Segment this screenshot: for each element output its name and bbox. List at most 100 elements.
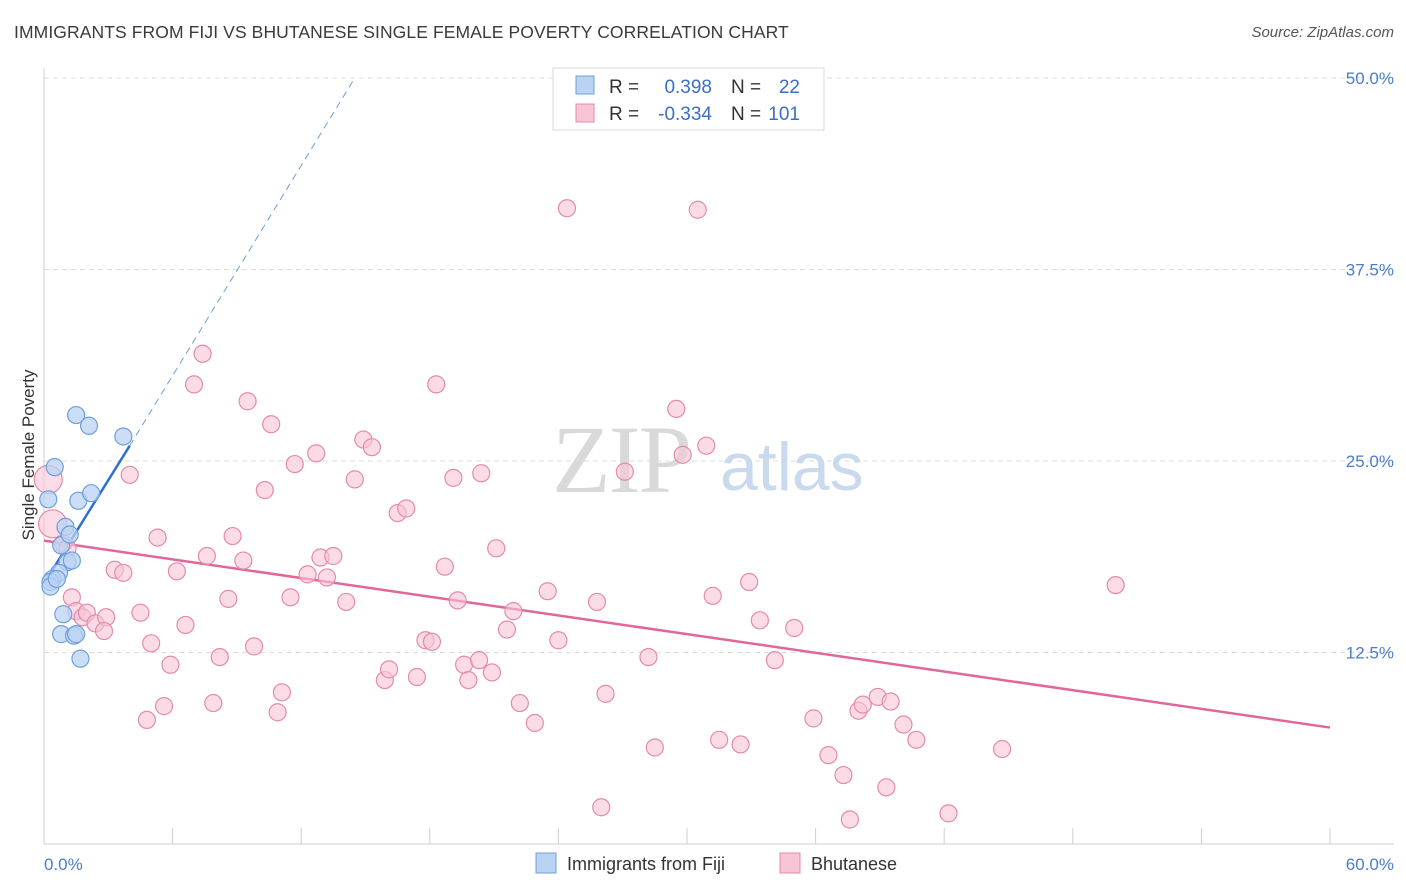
legend-fiji-n-label: N = bbox=[731, 77, 761, 98]
bhutanese-point bbox=[427, 375, 446, 394]
bhutanese-point bbox=[1106, 575, 1125, 595]
bhutanese-point bbox=[324, 546, 343, 566]
bhutanese-point bbox=[853, 695, 872, 714]
bhutanese-point bbox=[557, 199, 577, 218]
bhutanese-point bbox=[114, 563, 133, 582]
bhutanese-point bbox=[262, 415, 281, 434]
bhutanese-point bbox=[379, 660, 399, 679]
bhutanese-point bbox=[469, 651, 489, 670]
legend-bhutanese-r-label: R = bbox=[609, 104, 639, 125]
fiji-points bbox=[39, 405, 133, 668]
bhutanese-point bbox=[154, 697, 174, 716]
x-tick-label-max: 60.0% bbox=[1346, 855, 1394, 874]
bhutanese-point bbox=[840, 810, 859, 829]
bhutanese-point bbox=[137, 710, 156, 730]
bhutanese-point bbox=[435, 557, 454, 576]
bhutanese-point bbox=[881, 692, 900, 711]
legend-swatch-bhutanese bbox=[575, 103, 595, 123]
bhutanese-point bbox=[444, 468, 463, 487]
fiji-point bbox=[54, 605, 73, 624]
bhutanese-point bbox=[472, 464, 491, 483]
bhutanese-point bbox=[504, 602, 523, 621]
bhutanese-point bbox=[645, 738, 664, 757]
bhutanese-point bbox=[255, 481, 274, 500]
fiji-point bbox=[71, 649, 90, 668]
bhutanese-trend-line bbox=[43, 539, 1331, 729]
watermark-zip: ZIP bbox=[552, 406, 690, 513]
fiji-point bbox=[114, 427, 133, 446]
bhutanese-point bbox=[234, 551, 253, 570]
bhutanese-point bbox=[785, 618, 804, 638]
bhutanese-point bbox=[244, 637, 264, 656]
legend-bhutanese-n-label: N = bbox=[731, 104, 761, 125]
source-label: Source: ZipAtlas.com bbox=[1251, 24, 1394, 41]
bhutanese-point bbox=[587, 592, 607, 612]
fiji-point bbox=[39, 490, 58, 509]
fiji-trend-line bbox=[42, 445, 131, 585]
fiji-point bbox=[67, 625, 86, 644]
bhutanese-point bbox=[176, 615, 195, 635]
bhutanese-point bbox=[120, 465, 139, 484]
fiji-point bbox=[82, 484, 101, 503]
bhutanese-points bbox=[33, 199, 1125, 829]
bhutanese-point bbox=[397, 499, 416, 518]
bhutanese-point bbox=[592, 798, 611, 817]
bhutanese-point bbox=[538, 582, 557, 601]
legend-fiji-r-value: 0.398 bbox=[664, 77, 712, 98]
fiji-trend-extension bbox=[129, 77, 356, 446]
bhutanese-point bbox=[362, 438, 382, 457]
bhutanese-point bbox=[204, 693, 223, 713]
bhutanese-point bbox=[307, 444, 326, 463]
bhutanese-point bbox=[317, 568, 337, 587]
x-tick-label-min: 0.0% bbox=[44, 855, 83, 874]
y-tick-label-2: 37.5% bbox=[1346, 261, 1394, 280]
bhutanese-point bbox=[285, 454, 304, 474]
bhutanese-point bbox=[525, 713, 544, 733]
bhutanese-point bbox=[94, 621, 114, 641]
bhutanese-point bbox=[268, 703, 287, 722]
fiji-point bbox=[60, 525, 79, 544]
y-axis-tick-labels: 12.5% 25.0% 37.5% 50.0% bbox=[1346, 69, 1394, 663]
fiji-point bbox=[67, 405, 86, 425]
fiji-point bbox=[47, 569, 66, 589]
y-axis-title: Single Female Poverty bbox=[19, 369, 38, 541]
stats-legend-box bbox=[552, 67, 825, 131]
bhutanese-point bbox=[877, 778, 896, 797]
y-tick-label-1: 25.0% bbox=[1346, 452, 1394, 471]
legend-bhutanese-r-value: -0.334 bbox=[658, 104, 712, 125]
stats-legend: R = 0.398 N = 22 R = -0.334 N = 101 bbox=[552, 67, 825, 131]
bhutanese-point bbox=[740, 572, 759, 592]
fiji-point bbox=[45, 458, 64, 477]
bhutanese-point bbox=[197, 546, 216, 566]
bhutanese-point bbox=[454, 655, 474, 674]
bhutanese-point bbox=[210, 647, 229, 667]
x-axis-ticks bbox=[43, 828, 1331, 844]
bhutanese-point bbox=[219, 589, 238, 608]
grid-lines bbox=[44, 77, 1394, 653]
bhutanese-point bbox=[497, 620, 517, 639]
bhutanese-point bbox=[834, 765, 853, 785]
chart-title: IMMIGRANTS FROM FIJI VS BHUTANESE SINGLE… bbox=[14, 22, 789, 42]
bottom-legend-label-fiji: Immigrants from Fiji bbox=[567, 854, 725, 874]
bhutanese-point bbox=[161, 655, 180, 674]
bhutanese-point bbox=[184, 375, 204, 394]
bhutanese-point bbox=[422, 632, 442, 651]
bhutanese-point bbox=[142, 634, 161, 653]
bhutanese-point bbox=[750, 611, 769, 630]
legend-fiji-r-label: R = bbox=[609, 77, 639, 98]
bhutanese-point bbox=[992, 739, 1012, 759]
fiji-point bbox=[79, 416, 99, 435]
bhutanese-point bbox=[697, 436, 716, 455]
bhutanese-point bbox=[482, 663, 502, 682]
bhutanese-point bbox=[272, 683, 292, 702]
bhutanese-point bbox=[193, 344, 212, 363]
bhutanese-point bbox=[673, 445, 692, 464]
bhutanese-point bbox=[819, 746, 838, 765]
bhutanese-point bbox=[667, 399, 686, 419]
legend-fiji-n-value: 22 bbox=[779, 77, 800, 98]
bottom-legend-swatch-fiji bbox=[535, 852, 557, 874]
bhutanese-point bbox=[804, 709, 823, 728]
bhutanese-point bbox=[894, 715, 913, 734]
bhutanese-point bbox=[345, 470, 364, 489]
